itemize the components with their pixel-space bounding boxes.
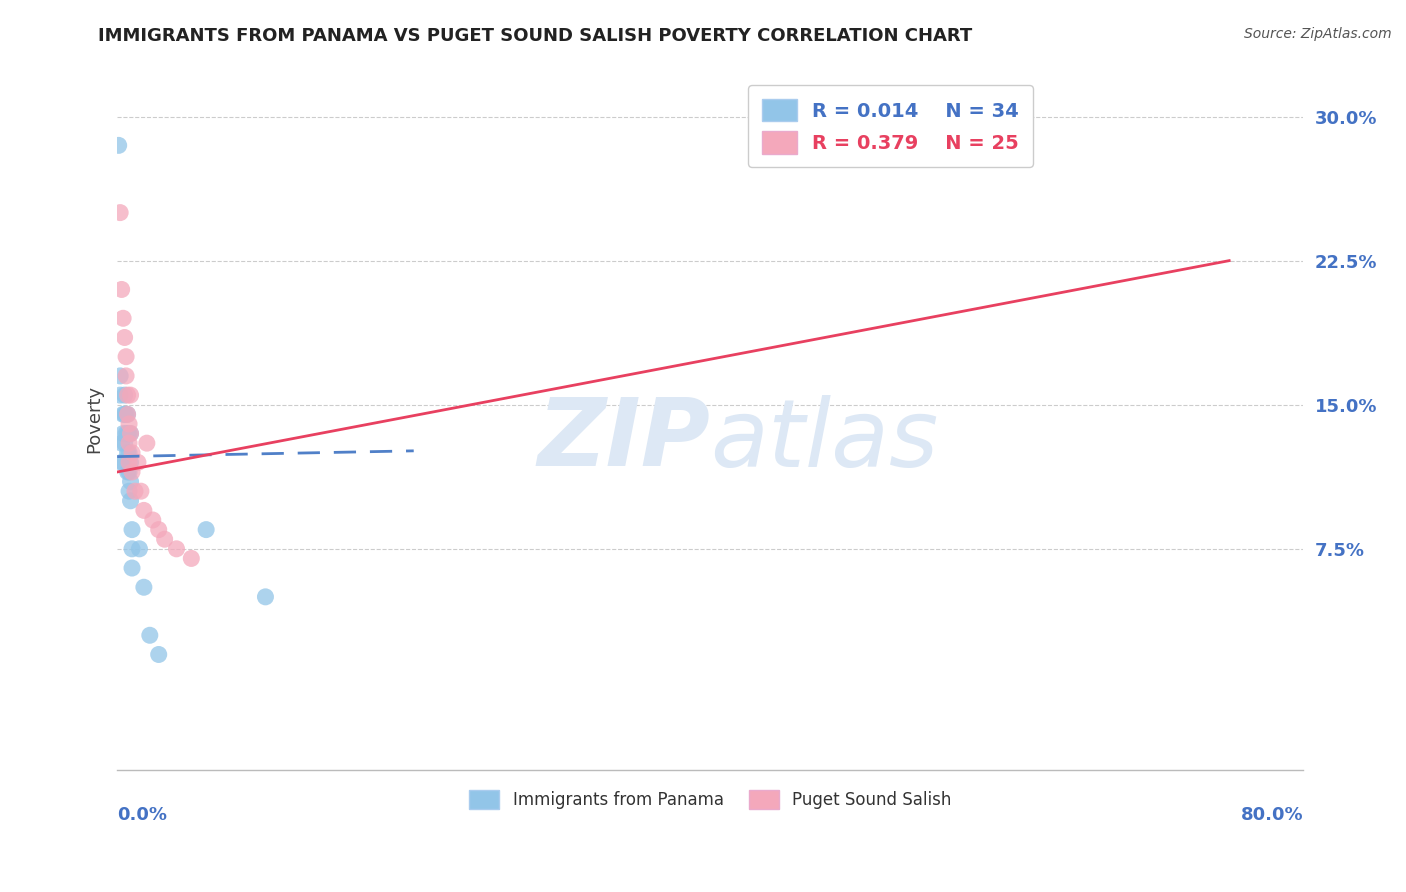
Point bbox=[114, 436, 136, 450]
Point bbox=[112, 408, 135, 422]
Point bbox=[117, 408, 139, 422]
Point bbox=[111, 436, 134, 450]
Point bbox=[121, 541, 143, 556]
Point bbox=[254, 590, 277, 604]
Point bbox=[115, 408, 138, 422]
Point bbox=[112, 426, 135, 441]
Point bbox=[166, 541, 188, 556]
Point bbox=[120, 455, 142, 469]
Point bbox=[108, 205, 131, 219]
Point bbox=[114, 330, 136, 344]
Point bbox=[127, 455, 149, 469]
Point bbox=[120, 426, 142, 441]
Point bbox=[118, 436, 141, 450]
Point bbox=[118, 465, 141, 479]
Text: 0.0%: 0.0% bbox=[117, 806, 167, 824]
Point bbox=[121, 465, 143, 479]
Point bbox=[118, 484, 141, 499]
Point bbox=[118, 417, 141, 431]
Text: 80.0%: 80.0% bbox=[1240, 806, 1303, 824]
Point bbox=[108, 388, 131, 402]
Text: ZIP: ZIP bbox=[537, 394, 710, 486]
Point bbox=[120, 475, 142, 489]
Point bbox=[118, 446, 141, 460]
Point bbox=[112, 311, 135, 326]
Point bbox=[135, 436, 157, 450]
Point bbox=[120, 426, 142, 441]
Point bbox=[132, 503, 155, 517]
Point bbox=[142, 513, 165, 527]
Point bbox=[121, 561, 143, 575]
Point bbox=[111, 283, 134, 297]
Text: atlas: atlas bbox=[710, 394, 939, 485]
Point bbox=[117, 426, 139, 441]
Point bbox=[118, 455, 141, 469]
Point bbox=[139, 628, 162, 642]
Point bbox=[115, 350, 138, 364]
Point bbox=[112, 455, 135, 469]
Point bbox=[128, 541, 150, 556]
Point bbox=[107, 138, 129, 153]
Point bbox=[121, 523, 143, 537]
Point bbox=[108, 368, 131, 383]
Legend: Immigrants from Panama, Puget Sound Salish: Immigrants from Panama, Puget Sound Sali… bbox=[461, 781, 960, 818]
Point bbox=[180, 551, 202, 566]
Point bbox=[117, 465, 139, 479]
Point bbox=[120, 493, 142, 508]
Point bbox=[117, 388, 139, 402]
Text: IMMIGRANTS FROM PANAMA VS PUGET SOUND SALISH POVERTY CORRELATION CHART: IMMIGRANTS FROM PANAMA VS PUGET SOUND SA… bbox=[98, 27, 973, 45]
Point bbox=[117, 446, 139, 460]
Point bbox=[132, 580, 155, 594]
Point bbox=[148, 523, 170, 537]
Point bbox=[114, 388, 136, 402]
Point bbox=[118, 426, 141, 441]
Point bbox=[129, 484, 152, 499]
Point bbox=[121, 446, 143, 460]
Point bbox=[114, 408, 136, 422]
Point bbox=[115, 368, 138, 383]
Y-axis label: Poverty: Poverty bbox=[86, 385, 103, 453]
Point bbox=[195, 523, 218, 537]
Point bbox=[115, 426, 138, 441]
Point bbox=[111, 455, 134, 469]
Point bbox=[124, 484, 146, 499]
Point bbox=[148, 648, 170, 662]
Point bbox=[117, 408, 139, 422]
Point bbox=[120, 388, 142, 402]
Text: Source: ZipAtlas.com: Source: ZipAtlas.com bbox=[1244, 27, 1392, 41]
Point bbox=[153, 533, 176, 547]
